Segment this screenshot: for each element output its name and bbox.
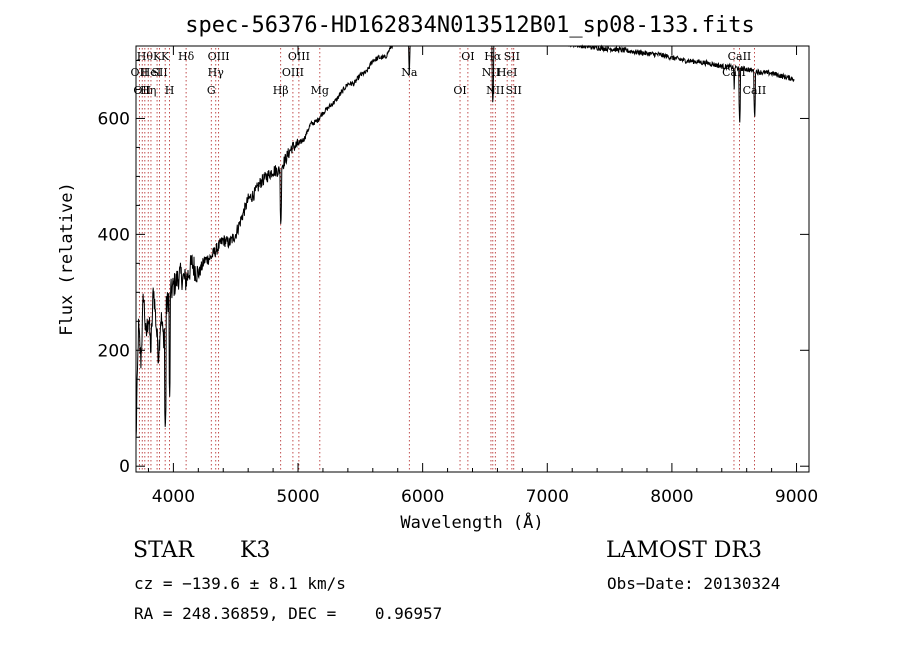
spectral-line-label: OIII	[208, 50, 230, 63]
spectral-line-label: Hβ	[273, 84, 289, 97]
spectral-line-label: Hγ	[208, 66, 225, 79]
x-tick-label: 8000	[650, 487, 693, 507]
spectral-line-label: HeI	[141, 66, 161, 79]
spectral-line-label: Hη	[140, 84, 156, 97]
spectral-line-label: OI	[453, 84, 466, 97]
plot-area: OIIOIIHθHηHeIKSIIKHHδGHγOIIIHβOIIIOIIIMg…	[98, 44, 818, 507]
y-tick-label: 200	[98, 341, 130, 361]
spectral-line-label: SII	[506, 84, 522, 97]
spectral-line-label: G	[207, 84, 216, 97]
object-class: STAR	[133, 538, 194, 563]
spectral-line-label: K	[161, 50, 170, 63]
spectral-line-label: NII	[486, 84, 504, 97]
spectral-line-label: Hα	[484, 50, 502, 63]
spectral-line-label: CaII	[743, 84, 767, 97]
y-axis-label: Flux (relative)	[57, 182, 77, 336]
spectral-line-label: H	[165, 84, 175, 97]
spectral-line-label: SII	[151, 66, 167, 79]
spectral-line-label: OII	[131, 66, 149, 79]
y-tick-label: 400	[98, 225, 130, 245]
observation-date: Obs−Date: 20130324	[607, 574, 781, 593]
x-tick-label: 9000	[775, 487, 818, 507]
x-tick-label: 7000	[526, 487, 569, 507]
plot-frame	[135, 45, 810, 473]
spectral-subclass: K3	[240, 538, 271, 563]
spectral-line-label: K	[153, 50, 162, 63]
x-tick-label: 5000	[276, 487, 319, 507]
survey-name: LAMOST DR3	[606, 538, 762, 563]
y-tick-label: 0	[119, 457, 130, 477]
x-tick-label: 4000	[152, 487, 195, 507]
chart-title: spec-56376-HD162834N013512B01_sp08-133.f…	[185, 13, 755, 38]
spectrum-line	[135, 44, 795, 440]
x-axis-label: Wavelength (Å)	[400, 511, 543, 533]
redshift-velocity: cz = −139.6 ± 8.1 km/s	[134, 574, 346, 593]
spectral-line-label: OI	[461, 50, 474, 63]
spectral-line-label: OII	[133, 84, 151, 97]
spectral-line-label: OIII	[288, 50, 310, 63]
spectral-line-label: HeI	[497, 66, 517, 79]
spectral-line-label: Hθ	[137, 50, 154, 63]
coordinates: RA = 248.36859, DEC = 0.96957	[134, 604, 443, 623]
spectral-line-label: Hδ	[178, 50, 195, 63]
spectral-line-label: OIII	[282, 66, 304, 79]
spectral-line-label: Mg	[311, 84, 329, 97]
y-tick-label: 600	[98, 109, 130, 129]
spectral-line-label: CaII	[728, 50, 752, 63]
spectral-line-label: SII	[504, 50, 520, 63]
x-tick-label: 6000	[401, 487, 444, 507]
